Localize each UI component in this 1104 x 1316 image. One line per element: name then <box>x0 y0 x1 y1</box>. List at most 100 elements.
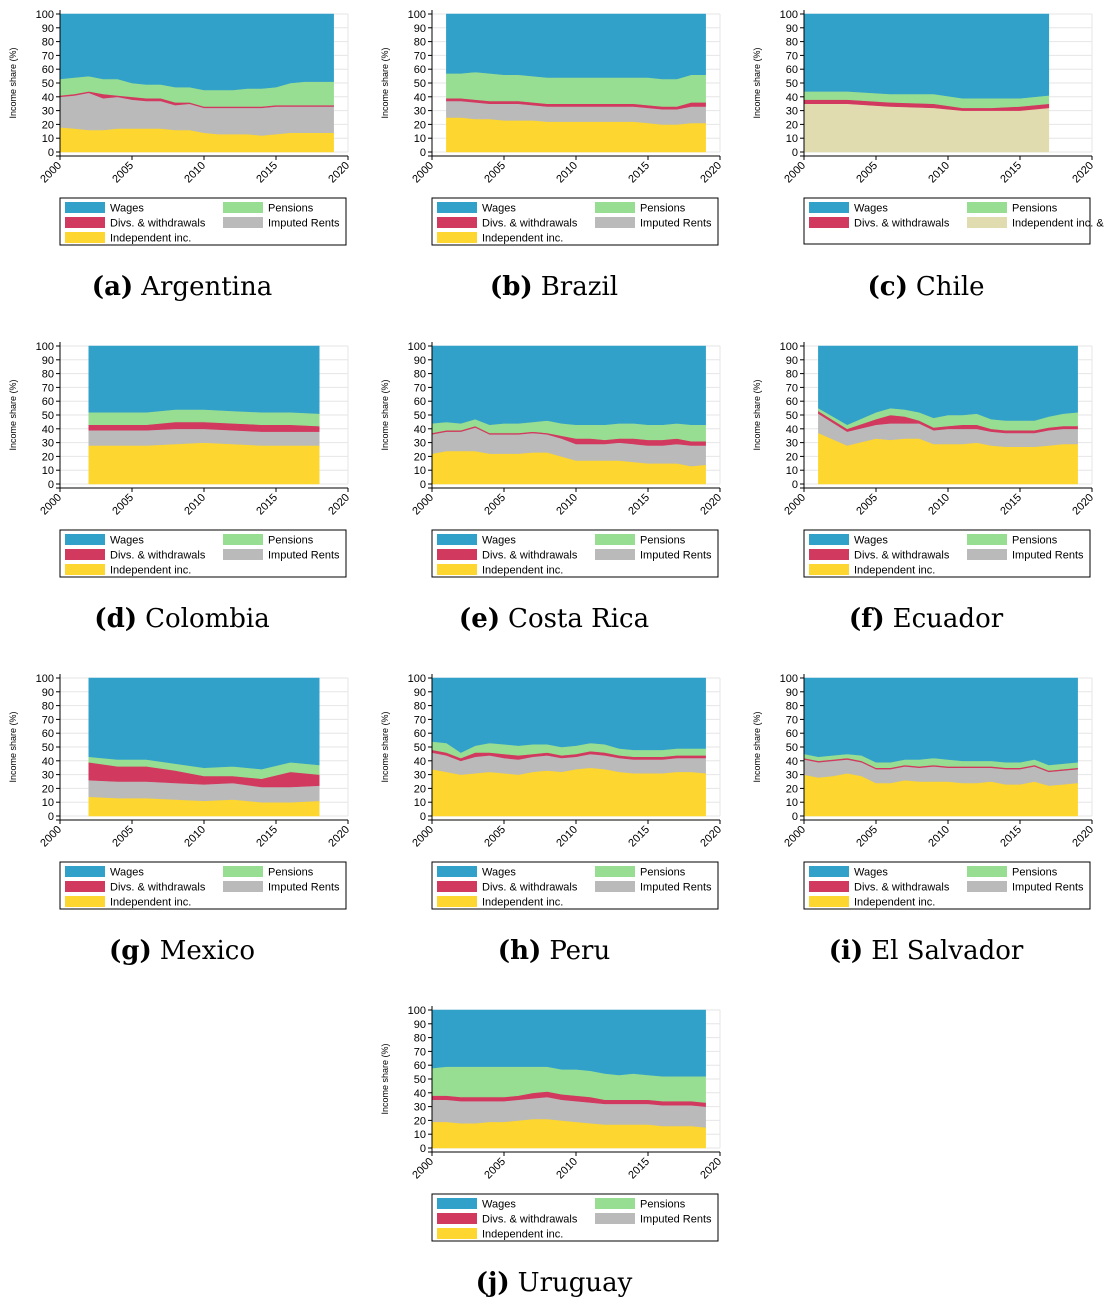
y-tick-label: 50 <box>42 78 54 90</box>
caption-country: Chile <box>915 272 985 302</box>
y-tick-label: 20 <box>414 451 426 463</box>
y-tick-label: 50 <box>42 742 54 754</box>
y-tick-label: 0 <box>792 811 798 823</box>
y-tick-label: 30 <box>414 770 426 782</box>
legend-swatch <box>437 881 477 892</box>
legend-swatch <box>967 534 1007 545</box>
legend-entry-imputed-rents: Imputed Rents <box>640 218 712 230</box>
legend-swatch <box>809 217 849 228</box>
legend-entry-independent-inc: Independent inc. <box>110 897 191 909</box>
panel-uruguay: 0 10 20 30 40 50 60 70 80 90 100 2000 2005 2010 2015 20… <box>374 996 734 1316</box>
x-tick-label: 2000 <box>782 160 808 186</box>
legend-entry-pensions: Pensions <box>268 203 314 215</box>
area-independent-inc <box>431 767 706 817</box>
caption: (c) Chile <box>746 272 1104 302</box>
y-tick-label: 90 <box>414 355 426 367</box>
legend-swatch <box>595 549 635 560</box>
legend-swatch <box>967 549 1007 560</box>
y-tick-label: 50 <box>786 78 798 90</box>
y-tick-label: 90 <box>786 23 798 35</box>
legend-entry-imputed-rents: Imputed Rents <box>640 882 712 894</box>
y-tick-label: 50 <box>414 1074 426 1086</box>
y-tick-label: 20 <box>786 783 798 795</box>
y-tick-label: 100 <box>36 673 54 685</box>
area-wages <box>818 345 1078 426</box>
x-tick-label: 2015 <box>626 1156 652 1182</box>
caption-country: Costa Rica <box>508 604 650 634</box>
y-tick-label: 0 <box>48 147 54 159</box>
y-tick-label: 0 <box>792 147 798 159</box>
legend-entry-imputed-rents: Imputed Rents <box>640 1214 712 1226</box>
area-wages <box>431 677 706 753</box>
legend-entry-pensions: Pensions <box>268 535 314 547</box>
y-tick-label: 30 <box>414 1102 426 1114</box>
y-tick-label: 50 <box>414 742 426 754</box>
x-tick-label: 2005 <box>854 824 880 850</box>
y-tick-label: 70 <box>42 714 54 726</box>
legend-swatch <box>437 564 477 575</box>
x-tick-label: 2000 <box>38 492 64 518</box>
x-tick-label: 2005 <box>482 1156 508 1182</box>
legend-swatch <box>809 564 849 575</box>
legend <box>803 197 1091 245</box>
legend-entry-pensions: Pensions <box>640 203 686 215</box>
legend-entry-wages: Wages <box>110 867 144 879</box>
legend-entry-divs-withdrawals: Divs. & withdrawals <box>854 550 950 562</box>
y-tick-label: 40 <box>786 424 798 436</box>
legend-swatch <box>437 1228 477 1239</box>
x-tick-label: 2010 <box>554 160 580 186</box>
y-tick-label: 60 <box>786 728 798 740</box>
legend-entry-divs-withdrawals: Divs. & withdrawals <box>482 550 578 562</box>
legend-entry-independent-inc: Independent inc. <box>482 233 563 245</box>
legend-swatch <box>65 881 105 892</box>
y-tick-label: 90 <box>786 355 798 367</box>
legend <box>431 529 719 578</box>
y-tick-label: 100 <box>408 673 426 685</box>
caption-label: (i) <box>828 936 864 966</box>
panel-peru: 0 10 20 30 40 50 60 70 80 90 100 2000 2005 2010 2015 20… <box>374 664 734 984</box>
x-tick-label: 2005 <box>854 160 880 186</box>
legend-swatch <box>65 534 105 545</box>
y-tick-label: 0 <box>48 811 54 823</box>
y-tick-label: 40 <box>414 92 426 104</box>
y-tick-label: 70 <box>414 714 426 726</box>
y-tick-label: 50 <box>42 410 54 422</box>
legend-swatch <box>65 202 105 213</box>
x-tick-label: 2010 <box>182 160 208 186</box>
legend-swatch <box>437 217 477 228</box>
x-tick-label: 2010 <box>554 1156 580 1182</box>
y-tick-label: 10 <box>414 465 426 477</box>
legend-swatch <box>967 881 1007 892</box>
legend <box>803 529 1091 578</box>
y-tick-label: 80 <box>42 369 54 381</box>
x-tick-label: 2020 <box>326 160 352 186</box>
x-tick-label: 2005 <box>854 492 880 518</box>
legend-swatch <box>967 866 1007 877</box>
y-tick-label: 100 <box>780 673 798 685</box>
area-wages <box>431 1009 706 1077</box>
x-tick-label: 2015 <box>254 492 280 518</box>
legend-entry-independent-inc: Independent inc. <box>482 565 563 577</box>
y-tick-label: 10 <box>414 797 426 809</box>
y-tick-label: 70 <box>414 1046 426 1058</box>
y-tick-label: 90 <box>42 687 54 699</box>
y-tick-label: 100 <box>780 341 798 353</box>
legend-swatch <box>595 1198 635 1209</box>
y-axis-label: Income share (%) <box>380 1043 390 1114</box>
x-tick-label: 2010 <box>554 492 580 518</box>
y-tick-label: 0 <box>792 479 798 491</box>
y-tick-label: 0 <box>420 1143 426 1155</box>
legend-entry-independent-inc: Independent inc. <box>482 897 563 909</box>
y-tick-label: 70 <box>786 50 798 62</box>
y-tick-label: 10 <box>786 133 798 145</box>
x-tick-label: 2010 <box>926 160 952 186</box>
caption-label: (g) <box>109 936 152 966</box>
x-tick-label: 2015 <box>626 824 652 850</box>
x-tick-label: 2000 <box>782 492 808 518</box>
y-tick-label: 30 <box>42 106 54 118</box>
legend-swatch <box>65 217 105 228</box>
